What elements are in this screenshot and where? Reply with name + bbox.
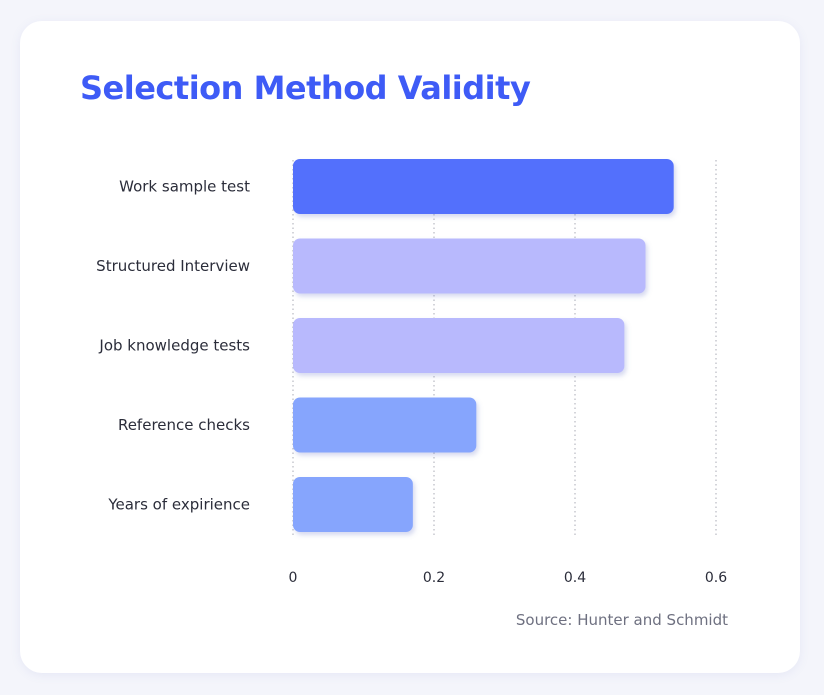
x-tick-labels: 0 0.2 0.4 0.6: [289, 570, 728, 586]
x-tick-label: 0: [289, 570, 298, 586]
x-tick-label: 0.2: [423, 570, 445, 586]
x-tick-label: 0.6: [705, 570, 727, 586]
source-note: Source: Hunter and Schmidt: [515, 611, 728, 629]
bar-4: [293, 477, 413, 532]
bar-chart: Work sample test Structured Interview Job …: [96, 159, 728, 586]
bar-0: [293, 159, 674, 214]
bar-2: [293, 318, 625, 373]
category-label: Reference checks: [118, 416, 250, 434]
category-label: Work sample test: [119, 178, 250, 196]
category-label: Job knowledge tests: [98, 337, 250, 355]
x-tick-label: 0.4: [564, 570, 586, 586]
category-label: Structured Interview: [96, 257, 250, 275]
category-label: Years of expirience: [107, 496, 250, 514]
bars: [293, 159, 674, 532]
category-labels: Work sample test Structured Interview Job …: [96, 178, 250, 514]
bar-3: [293, 397, 477, 453]
chart-title: Selection Method Validity: [80, 69, 531, 107]
chart-card: Selection Method Validity Work sample te…: [20, 21, 800, 673]
bar-1: [293, 238, 646, 294]
